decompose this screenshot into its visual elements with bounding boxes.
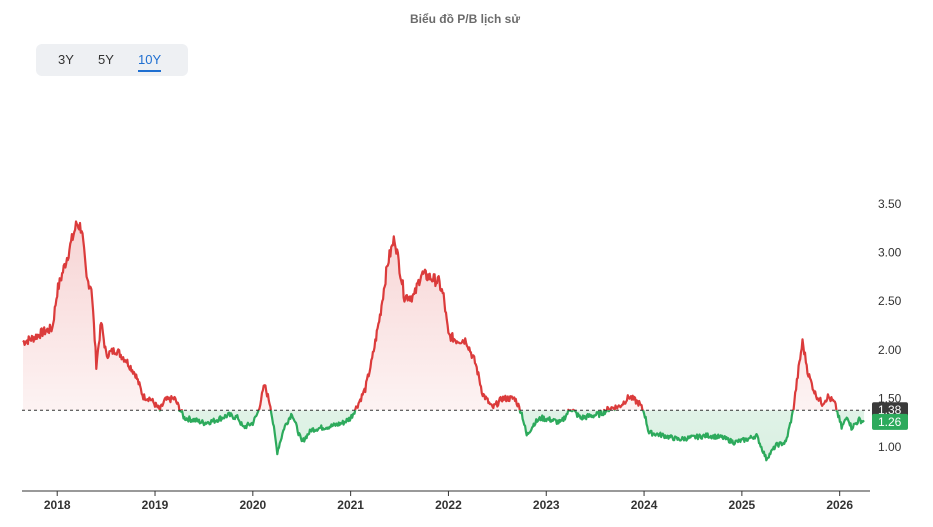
- x-tick-label-2018: 2018: [44, 498, 71, 512]
- series-line-below: [158, 410, 865, 462]
- y-tick-label-1-50: 1.50: [878, 392, 902, 406]
- tab-5y[interactable]: 5Y: [98, 52, 114, 67]
- range-tab-group: 3Y 5Y 10Y: [36, 44, 188, 76]
- y-tick-label-2-00: 2.00: [878, 343, 902, 357]
- x-tick-label-2019: 2019: [142, 498, 169, 512]
- last-value-tag: [872, 413, 908, 430]
- area-above-reference: [23, 221, 837, 411]
- tab-10y[interactable]: 10Y: [138, 52, 162, 72]
- series-line-above: [22, 220, 838, 411]
- last-value-label: 1.26: [878, 415, 902, 429]
- x-tick-label-2026: 2026: [826, 498, 853, 512]
- chart-card: Biểu đồ P/B lịch sử 3Y 5Y 10Y: [14, 4, 916, 520]
- x-tick-label-2025: 2025: [729, 498, 756, 512]
- x-tick-label-2020: 2020: [239, 498, 266, 512]
- area-below-reference: [23, 410, 865, 461]
- y-tick-label-2-50: 2.50: [878, 294, 902, 308]
- x-tick-label-2024: 2024: [631, 498, 658, 512]
- y-tick-label-3-00: 3.00: [878, 245, 902, 259]
- reference-value-label: 1.38: [878, 403, 902, 417]
- y-tick-label-3-50: 3.50: [878, 197, 902, 211]
- y-tick-label-1-00: 1.00: [878, 440, 902, 454]
- x-tick-label-2021: 2021: [337, 498, 364, 512]
- x-tick-label-2023: 2023: [533, 498, 560, 512]
- tab-3y[interactable]: 3Y: [58, 52, 74, 67]
- x-tick-label-2022: 2022: [435, 498, 462, 512]
- chart-title: Biểu đồ P/B lịch sử: [409, 12, 521, 26]
